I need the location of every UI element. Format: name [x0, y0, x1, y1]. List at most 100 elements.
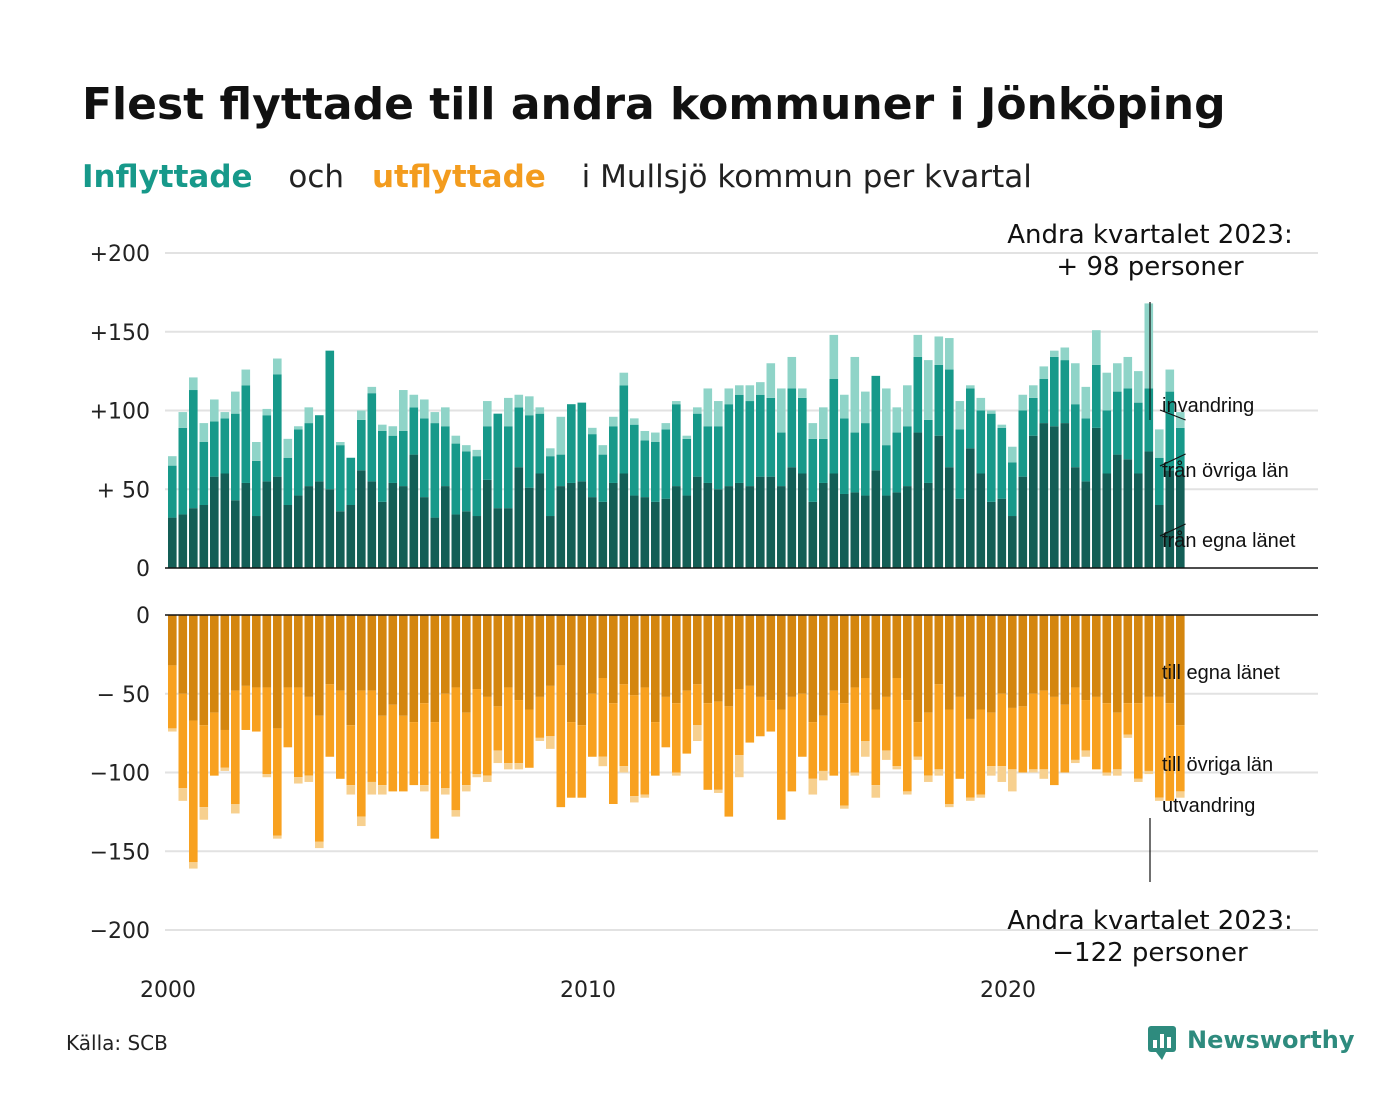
bar-in-2 — [997, 427, 1007, 499]
bar-in-2 — [493, 413, 503, 509]
bar-out-1 — [231, 615, 240, 691]
subtitle-rest: i Mullsjö kommun per kvartal — [582, 159, 1032, 195]
bar-in-1 — [388, 482, 398, 568]
bar-in-1 — [304, 486, 314, 568]
bar-in-1 — [315, 481, 324, 568]
bar-out-2 — [903, 700, 912, 792]
bar-out-2 — [892, 678, 902, 767]
bar-in-2 — [504, 426, 513, 509]
bar-in-2 — [819, 438, 828, 483]
annotation-outflow: Andra kvartalet 2023: −122 personer — [1007, 818, 1293, 968]
bar-out-2 — [514, 700, 524, 764]
bar-out-1 — [367, 615, 377, 691]
bar-out-2 — [378, 715, 387, 786]
bar-out-2 — [556, 665, 566, 808]
bar-in-1 — [241, 482, 251, 568]
bar-in-1 — [661, 498, 671, 568]
y-tick-label-in: + 50 — [97, 478, 150, 503]
bar-in-2 — [409, 407, 419, 455]
bar-out-2 — [231, 690, 240, 804]
bar-out-2 — [357, 690, 366, 817]
bar-in-2 — [451, 443, 461, 515]
x-tick-label: 2000 — [140, 978, 196, 1003]
bar-out-3 — [913, 756, 923, 760]
bar-out-2 — [294, 687, 303, 778]
bar-out-3 — [367, 781, 377, 795]
bar-out-2 — [1123, 703, 1133, 735]
bar-out-1 — [378, 615, 387, 716]
bar-out-2 — [976, 709, 986, 795]
bar-in-3 — [304, 407, 314, 424]
bar-in-3 — [388, 426, 398, 436]
bar-out-1 — [388, 615, 398, 705]
bar-out-1 — [861, 615, 870, 678]
bar-in-1 — [966, 448, 975, 568]
bar-in-3 — [199, 423, 209, 442]
bar-in-3 — [682, 435, 692, 439]
bar-out-1 — [546, 615, 555, 686]
bar-in-1 — [640, 497, 650, 568]
bar-in-1 — [262, 481, 272, 568]
bar-in-1 — [1081, 481, 1091, 568]
bar-out-3 — [178, 788, 188, 801]
bar-out-2 — [619, 684, 629, 767]
bar-out-2 — [525, 709, 534, 768]
bar-in-3 — [357, 410, 366, 420]
bar-out-1 — [588, 615, 597, 694]
bar-out-2 — [1081, 700, 1091, 751]
bar-in-3 — [934, 336, 944, 365]
bar-in-3 — [1039, 366, 1049, 379]
bar-in-1 — [861, 495, 870, 568]
bar-out-1 — [525, 615, 534, 710]
bar-in-3 — [840, 394, 849, 419]
bar-in-2 — [252, 460, 261, 517]
bar-in-3 — [399, 390, 408, 431]
bar-in-2 — [640, 440, 650, 498]
y-tick-label-in: +200 — [90, 242, 150, 267]
bar-out-2 — [1060, 704, 1070, 773]
bar-in-2 — [892, 432, 902, 493]
bar-in-2 — [609, 426, 618, 483]
bar-out-3 — [189, 862, 198, 869]
bar-in-2 — [934, 364, 944, 436]
bar-in-2 — [756, 394, 765, 477]
bar-out-2 — [1113, 712, 1122, 770]
bar-out-2 — [388, 704, 398, 792]
bar-in-2 — [882, 445, 891, 496]
bar-out-1 — [283, 615, 293, 688]
y-tick-label-out: −100 — [90, 762, 150, 787]
bar-out-2 — [588, 693, 597, 757]
bar-in-3 — [924, 360, 933, 420]
bar-in-2 — [1060, 360, 1070, 424]
bar-out-2 — [1102, 703, 1112, 773]
bar-out-1 — [294, 615, 303, 688]
bar-out-3 — [945, 804, 954, 808]
tick-labels: +200 +150 +100 + 50 0 0 − 50 −100 −150 −200 2000 20… — [90, 242, 1036, 1003]
bar-out-1 — [1060, 615, 1070, 705]
bar-in-1 — [1144, 451, 1154, 568]
bar-out-1 — [966, 615, 975, 719]
bar-out-3 — [598, 756, 608, 767]
bar-in-1 — [462, 511, 471, 568]
bar-out-2 — [703, 703, 713, 790]
bar-in-3 — [441, 407, 450, 427]
bar-out-3 — [871, 785, 881, 798]
bar-in-3 — [525, 396, 534, 416]
bar-in-1 — [1176, 475, 1185, 568]
bar-out-1 — [703, 615, 713, 704]
bar-out-3 — [1134, 778, 1143, 782]
bar-in-2 — [1144, 388, 1154, 452]
bar-in-3 — [945, 338, 954, 370]
bar-out-1 — [1008, 615, 1017, 708]
bar-in-1 — [829, 473, 839, 568]
bar-in-2 — [336, 445, 345, 512]
bar-in-2 — [472, 456, 482, 517]
annotation-outflow-line1: Andra kvartalet 2023: — [1007, 906, 1292, 936]
annotation-inflow-line2: + 98 personer — [1056, 252, 1244, 282]
bar-in-3 — [504, 397, 513, 427]
bar-in-3 — [378, 424, 387, 431]
bar-in-1 — [546, 516, 555, 568]
bar-out-2 — [882, 696, 891, 751]
bar-out-1 — [420, 615, 429, 704]
bar-in-3 — [241, 369, 251, 386]
